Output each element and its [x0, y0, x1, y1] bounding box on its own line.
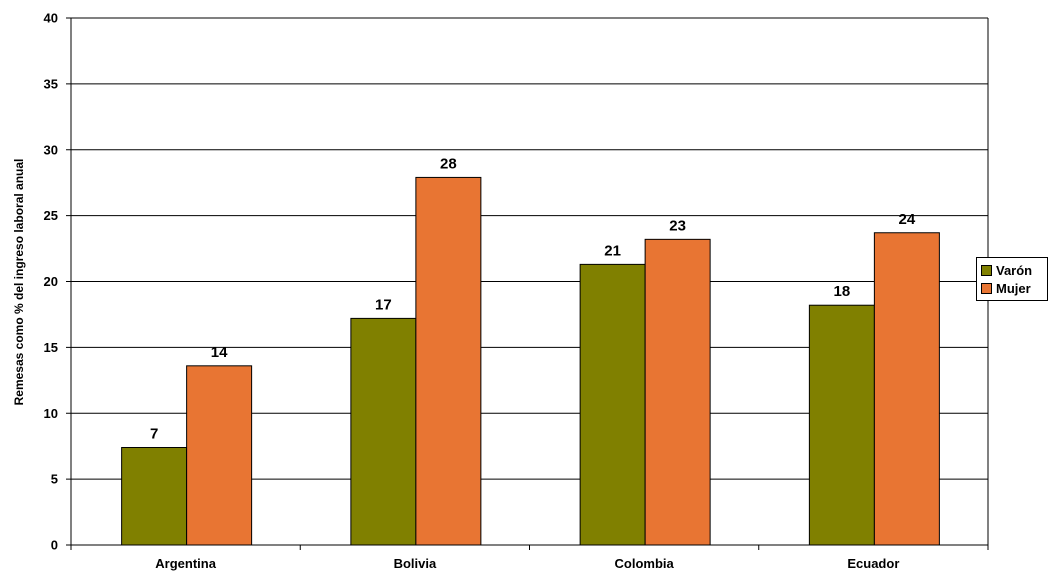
legend-label: Varón — [996, 262, 1033, 278]
bar — [121, 447, 188, 546]
y-tick-label: 5 — [51, 472, 58, 487]
y-tick-label: 0 — [51, 538, 58, 553]
bar — [186, 365, 253, 546]
x-category-label: Argentina — [155, 556, 216, 571]
data-label: 24 — [899, 211, 916, 228]
bar — [873, 232, 940, 546]
legend-label: Mujer — [996, 280, 1031, 296]
y-tick-label: 20 — [44, 274, 58, 289]
y-tick-label: 10 — [44, 406, 58, 421]
legend-item-series-2: Mujer — [981, 280, 1031, 296]
y-axis-title: Remesas como % del ingreso laboral anual — [12, 159, 26, 406]
data-label: 7 — [150, 426, 158, 443]
legend-swatch — [981, 264, 992, 276]
data-label: 14 — [211, 344, 228, 361]
legend-swatch — [981, 282, 992, 294]
bar — [579, 263, 646, 546]
bar — [644, 238, 711, 546]
bar — [415, 176, 482, 546]
y-tick-label: 35 — [44, 76, 58, 91]
data-label: 21 — [604, 242, 621, 259]
data-label: 17 — [375, 296, 392, 313]
x-category-label: Bolivia — [394, 556, 437, 571]
x-category-label: Ecuador — [847, 556, 899, 571]
y-tick-label: 30 — [44, 142, 58, 157]
bars — [121, 176, 940, 546]
legend-item-series-1: Varón — [981, 262, 1032, 278]
y-tick-label: 15 — [44, 340, 58, 355]
data-label: 28 — [440, 155, 457, 172]
y-tick-labels: 0 5 10 15 20 25 30 35 40 — [44, 11, 58, 553]
bar — [350, 317, 417, 546]
x-category-label: Colombia — [615, 556, 675, 571]
y-tick-label: 40 — [44, 11, 58, 26]
data-label: 23 — [669, 217, 686, 234]
data-label: 18 — [834, 283, 851, 300]
data-labels: 7 14 17 28 21 23 18 24 — [150, 155, 916, 442]
legend: Varón Mujer — [976, 257, 1048, 301]
x-category-labels: Argentina Bolivia Colombia Ecuador — [155, 556, 899, 571]
bar — [808, 304, 875, 546]
y-tick-label: 25 — [44, 208, 58, 223]
